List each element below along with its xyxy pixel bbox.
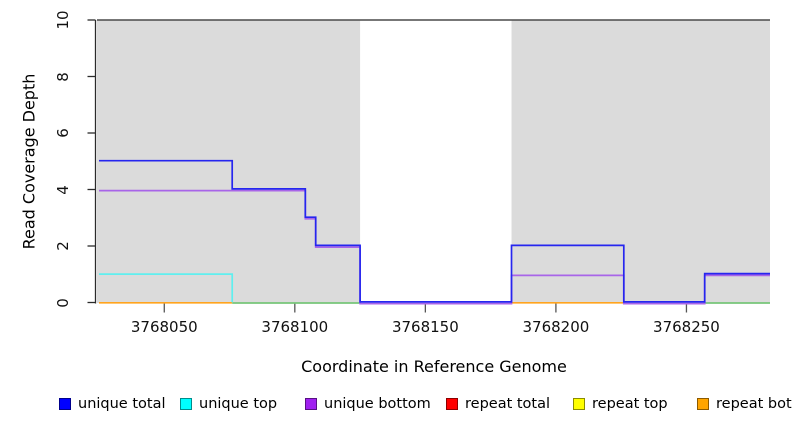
legend-label: unique total (78, 396, 166, 412)
legend-swatch-icon (305, 398, 317, 410)
legend-swatch-icon (59, 398, 71, 410)
series-line-unique-top (99, 273, 234, 303)
legend-item-unique-total: unique total (59, 394, 166, 414)
legend-label: unique top (199, 396, 278, 412)
legend-swatch-icon (573, 398, 585, 410)
x-tick-label: 3768200 (522, 318, 590, 336)
legend-swatch-icon (697, 398, 709, 410)
legend-item-unique-top: unique top (180, 394, 277, 414)
x-tick-label: 3768100 (261, 318, 329, 336)
series-line-unique-bottom (99, 189, 770, 305)
legend-item-repeat-top: repeat top (573, 394, 668, 414)
legend-item-unique-bottom: unique bottom (305, 394, 431, 414)
x-tick-label: 3768250 (653, 318, 720, 336)
legend-item-repeat-total: repeat total (446, 394, 550, 414)
series-line-unique-total (99, 159, 770, 303)
y-tick-label: 4 (54, 184, 72, 195)
legend-label: unique bottom (324, 396, 431, 412)
x-tick-label: 3768150 (391, 318, 459, 336)
legend-item-repeat-bottom: repeat bottom (697, 394, 792, 414)
y-tick-label: 10 (54, 10, 72, 30)
y-tick-label: 6 (54, 128, 72, 138)
y-tick-label: 0 (54, 297, 72, 308)
legend-label: repeat total (465, 396, 551, 412)
y-tick-label: 2 (54, 241, 72, 251)
legend-swatch-icon (180, 398, 192, 410)
legend-label: repeat bottom (716, 396, 792, 412)
x-axis-title: Coordinate in Reference Genome (301, 357, 567, 376)
legend-label: repeat top (592, 396, 668, 412)
x-tick-label: 3768050 (130, 318, 198, 336)
legend-swatch-icon (446, 398, 458, 410)
legend: unique total unique top unique bottom repea… (0, 394, 792, 418)
y-tick-label: 8 (54, 71, 72, 82)
y-axis-title: Read Coverage Depth (19, 73, 39, 250)
shaded-region (511, 20, 770, 303)
